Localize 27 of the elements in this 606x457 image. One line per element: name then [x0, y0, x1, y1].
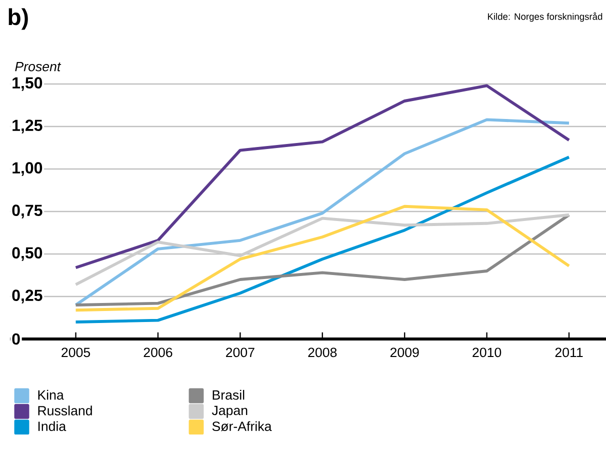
y-tick-label: 0,50 — [12, 247, 42, 261]
legend-label: Brasil — [212, 390, 244, 400]
x-tick-label: 2008 — [308, 348, 337, 358]
y-tick-label: 1,25 — [12, 120, 42, 134]
legend-label: Japan — [212, 406, 248, 418]
line-series — [74, 213, 570, 286]
x-tick-label: 2011 — [555, 348, 583, 358]
legend-label: Kina — [38, 390, 64, 400]
line-series — [74, 84, 570, 270]
y-axis-title: Prosent — [15, 62, 62, 72]
y-tick-label: 0,75 — [12, 204, 42, 218]
line-series — [74, 156, 570, 324]
x-tick-label: 2007 — [226, 348, 254, 358]
x-tick-label: 2005 — [62, 348, 90, 358]
text: Kilde: Norges forskningsråd — [488, 12, 602, 22]
line-series — [74, 118, 570, 306]
y-tick-label: 1,00 — [12, 162, 42, 176]
legend-label: Russland — [38, 406, 92, 416]
y-tick-label: 0,25 — [12, 290, 42, 304]
legend-label: India — [38, 421, 66, 432]
y-tick-label: 0 — [12, 333, 20, 345]
chart-title: b) — [8, 8, 28, 30]
y-tick-label: 1,50 — [12, 77, 42, 91]
x-tick-label: 2010 — [472, 348, 502, 358]
legend-label: Sør-Afrika — [212, 421, 272, 432]
x-tick-label: 2006 — [144, 348, 172, 358]
x-tick-label: 2009 — [390, 348, 419, 358]
